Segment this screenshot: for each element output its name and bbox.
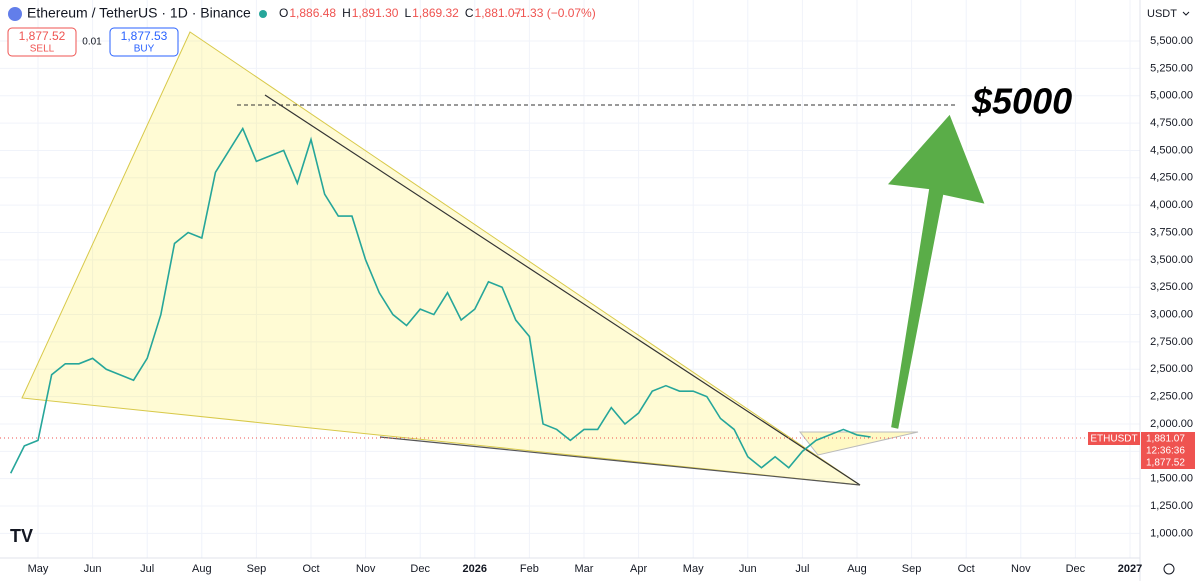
ohlc-key: O [279, 6, 288, 20]
y-tick-label: 1,000.00 [1150, 527, 1193, 539]
arrow [883, 111, 988, 432]
x-tick-label: 2026 [463, 563, 487, 575]
x-tick-label: Dec [1066, 563, 1086, 575]
price-tag-countdown: 12:36:36 [1146, 446, 1185, 457]
x-tick-label: Feb [520, 563, 539, 575]
buy-button[interactable] [109, 27, 179, 57]
x-tick-label: Jul [795, 563, 809, 575]
x-tick-label: Apr [630, 563, 647, 575]
sell-label: SELL [30, 44, 55, 55]
spread: 0.01 [82, 37, 102, 48]
x-tick-label: Jun [739, 563, 757, 575]
y-tick-label: 5,500.00 [1150, 35, 1193, 47]
y-tick-label: 3,000.00 [1150, 308, 1193, 320]
ohlc-value: 1,886.48 [289, 6, 336, 20]
ohlc-value: 1,869.32 [412, 6, 459, 20]
y-tick-label: 4,000.00 [1150, 199, 1193, 211]
y-tick-label: 2,750.00 [1150, 336, 1193, 348]
x-tick-label: Sep [247, 563, 267, 575]
x-tick-label: Nov [356, 563, 376, 575]
trend-line [379, 436, 861, 486]
settings-icon[interactable] [1163, 563, 1175, 575]
x-tick-label: Oct [302, 563, 319, 575]
currency[interactable]: USDT [1147, 8, 1177, 20]
sell-price: 1,877.52 [19, 29, 66, 43]
x-tick-label: 2027 [1118, 563, 1142, 575]
ohlc-key: C [465, 6, 474, 20]
symbol-tag-label: ETHUSDT [1090, 434, 1137, 445]
buy-label: BUY [134, 44, 155, 55]
price-line-series [9, 126, 871, 474]
annotation: $5000 [971, 81, 1072, 122]
ohlc-key: L [404, 6, 411, 20]
x-tick-label: Nov [1011, 563, 1031, 575]
x-tick-label: Jul [140, 563, 154, 575]
ohlc-value: 1,891.30 [352, 6, 399, 20]
ohlc-value: 1,881.07 [475, 6, 522, 20]
dropdown-icon [1182, 11, 1190, 16]
symbol[interactable]: Ethereum / TetherUS · 1D · Binance [27, 5, 251, 21]
y-tick-label: 2,000.00 [1150, 418, 1193, 430]
y-tick-label: 4,250.00 [1150, 172, 1193, 184]
price-tag-bid: 1,877.52 [1146, 458, 1185, 469]
price-tag-price: 1,881.07 [1146, 434, 1185, 445]
y-tick-label: 2,250.00 [1150, 391, 1193, 403]
y-tick-label: 1,500.00 [1150, 473, 1193, 485]
buy-price: 1,877.53 [121, 29, 168, 43]
ohlc-key: H [342, 6, 351, 20]
x-tick-label: Jun [84, 563, 102, 575]
y-tick-label: 5,250.00 [1150, 62, 1193, 74]
x-tick-label: May [28, 563, 49, 575]
y-tick-label: 3,500.00 [1150, 254, 1193, 266]
trend-line [264, 94, 861, 486]
x-tick-label: Aug [847, 563, 867, 575]
y-tick-label: 1,250.00 [1150, 500, 1193, 512]
x-tick-label: May [683, 563, 704, 575]
price-tag [1141, 432, 1195, 469]
y-tick-label: 4,500.00 [1150, 144, 1193, 156]
symbol-icon [8, 7, 22, 21]
y-tick-label: 5,000.00 [1150, 90, 1193, 102]
sell-button[interactable] [7, 27, 77, 57]
symbol-tag [1088, 432, 1140, 445]
y-tick-label: 3,750.00 [1150, 226, 1193, 238]
change: −1.33 (−0.07%) [513, 6, 596, 20]
x-tick-label: Mar [575, 563, 594, 575]
x-tick-label: Oct [958, 563, 975, 575]
logo: TV [10, 526, 33, 546]
y-tick-label: 4,750.00 [1150, 117, 1193, 129]
y-tick-label: 3,250.00 [1150, 281, 1193, 293]
y-tick-label: 2,500.00 [1150, 363, 1193, 375]
x-tick-label: Sep [902, 563, 922, 575]
status-dot [259, 10, 267, 18]
x-tick-label: Aug [192, 563, 212, 575]
x-tick-label: Dec [410, 563, 430, 575]
